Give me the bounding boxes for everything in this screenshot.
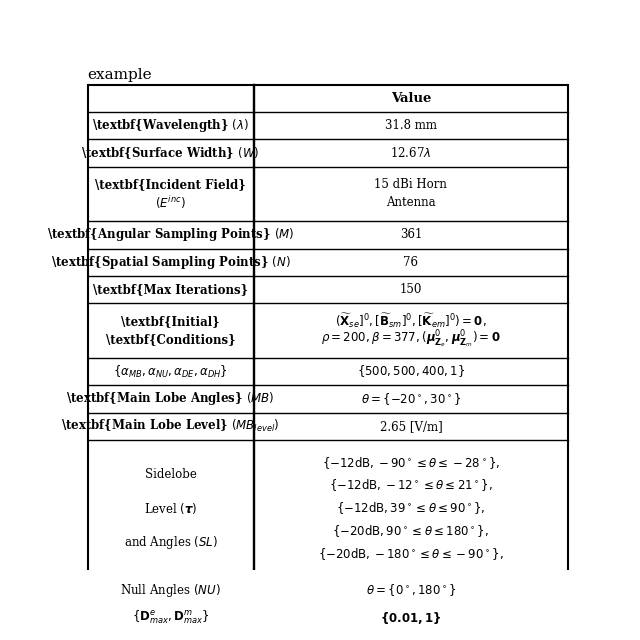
Text: \textbf{Incident Field}: \textbf{Incident Field} [95, 178, 246, 191]
Text: \textbf{Max Iterations}: \textbf{Max Iterations} [93, 283, 248, 296]
Text: and Angles $(SL)$: and Angles $(SL)$ [124, 534, 218, 551]
Text: Level $(\boldsymbol{\tau})$: Level $(\boldsymbol{\tau})$ [144, 500, 197, 516]
Text: \textbf{Main Lobe Angles} $(MB)$: \textbf{Main Lobe Angles} $(MB)$ [67, 390, 275, 407]
Text: $\theta = \{0^\circ, 180^\circ\}$: $\theta = \{0^\circ, 180^\circ\}$ [365, 582, 456, 598]
Text: \textbf{Surface Width} $(W)$: \textbf{Surface Width} $(W)$ [81, 145, 260, 161]
Text: $\{-12\mathrm{dB}, -90^\circ \leq \theta \leq -28^\circ\},$: $\{-12\mathrm{dB}, -90^\circ \leq \theta… [322, 454, 500, 470]
Text: Value: Value [390, 92, 431, 105]
Text: $\{-20\mathrm{dB}, 90^\circ \leq \theta \leq 180^\circ\},$: $\{-20\mathrm{dB}, 90^\circ \leq \theta … [332, 523, 490, 539]
Text: $\mathbf{\{0.01, 1\}}$: $\mathbf{\{0.01, 1\}}$ [380, 609, 442, 625]
Text: \textbf{Initial}: \textbf{Initial} [122, 315, 220, 328]
Text: 150: 150 [400, 283, 422, 296]
Text: \textbf{Conditions}: \textbf{Conditions} [106, 333, 236, 346]
Text: \textbf{Wavelength} $(\lambda)$: \textbf{Wavelength} $(\lambda)$ [92, 117, 249, 134]
Text: 15 dBi Horn: 15 dBi Horn [374, 178, 447, 191]
Text: $\{\mathbf{D}^e_{max}, \mathbf{D}^m_{max}\}$: $\{\mathbf{D}^e_{max}, \mathbf{D}^m_{max… [132, 609, 209, 627]
Text: 2.65 [V/m]: 2.65 [V/m] [380, 420, 442, 433]
Text: $\{\alpha_{MB}, \alpha_{NU}, \alpha_{DE}, \alpha_{DH}\}$: $\{\alpha_{MB}, \alpha_{NU}, \alpha_{DE}… [113, 364, 228, 380]
Text: 12.67$\lambda$: 12.67$\lambda$ [390, 146, 431, 160]
Text: Null Angles $(NU)$: Null Angles $(NU)$ [120, 582, 221, 598]
Text: $\{500, 500, 400, 1\}$: $\{500, 500, 400, 1\}$ [356, 364, 465, 380]
Text: example: example [88, 68, 152, 82]
Text: Antenna: Antenna [386, 196, 436, 209]
Text: $(\widetilde{\mathbf{X}}_{se}]^0, [\widetilde{\mathbf{B}}_{sm}]^0, [\widetilde{\: $(\widetilde{\mathbf{X}}_{se}]^0, [\wide… [335, 312, 487, 330]
Text: $\{-20\mathrm{dB}, -180^\circ \leq \theta \leq -90^\circ\},$: $\{-20\mathrm{dB}, -180^\circ \leq \thet… [318, 546, 504, 562]
Text: $\{-12\mathrm{dB}, 39^\circ \leq \theta \leq 90^\circ\},$: $\{-12\mathrm{dB}, 39^\circ \leq \theta … [336, 500, 486, 516]
Text: 31.8 mm: 31.8 mm [385, 119, 437, 132]
Text: Sidelobe: Sidelobe [145, 468, 196, 481]
Text: 76: 76 [403, 255, 419, 269]
Text: \textbf{Angular Sampling Points} $(M)$: \textbf{Angular Sampling Points} $(M)$ [47, 227, 294, 243]
Text: \textbf{Spatial Sampling Points} $(N)$: \textbf{Spatial Sampling Points} $(N)$ [51, 253, 291, 271]
Text: 361: 361 [400, 228, 422, 241]
Text: \textbf{Main Lobe Level} $(MB_{level})$: \textbf{Main Lobe Level} $(MB_{level})$ [61, 418, 280, 434]
Text: $\theta = \{-20^\circ, 30^\circ\}$: $\theta = \{-20^\circ, 30^\circ\}$ [360, 391, 461, 407]
Text: $(E^{inc})$: $(E^{inc})$ [156, 195, 186, 211]
Text: $\{-12\mathrm{dB}, -12^\circ \leq \theta \leq 21^\circ\},$: $\{-12\mathrm{dB}, -12^\circ \leq \theta… [329, 477, 493, 493]
Text: $\rho = 200, \beta = 377, (\boldsymbol{\mu}^0_{\mathbf{Z}_e}, \boldsymbol{\mu}^0: $\rho = 200, \beta = 377, (\boldsymbol{\… [321, 329, 500, 351]
